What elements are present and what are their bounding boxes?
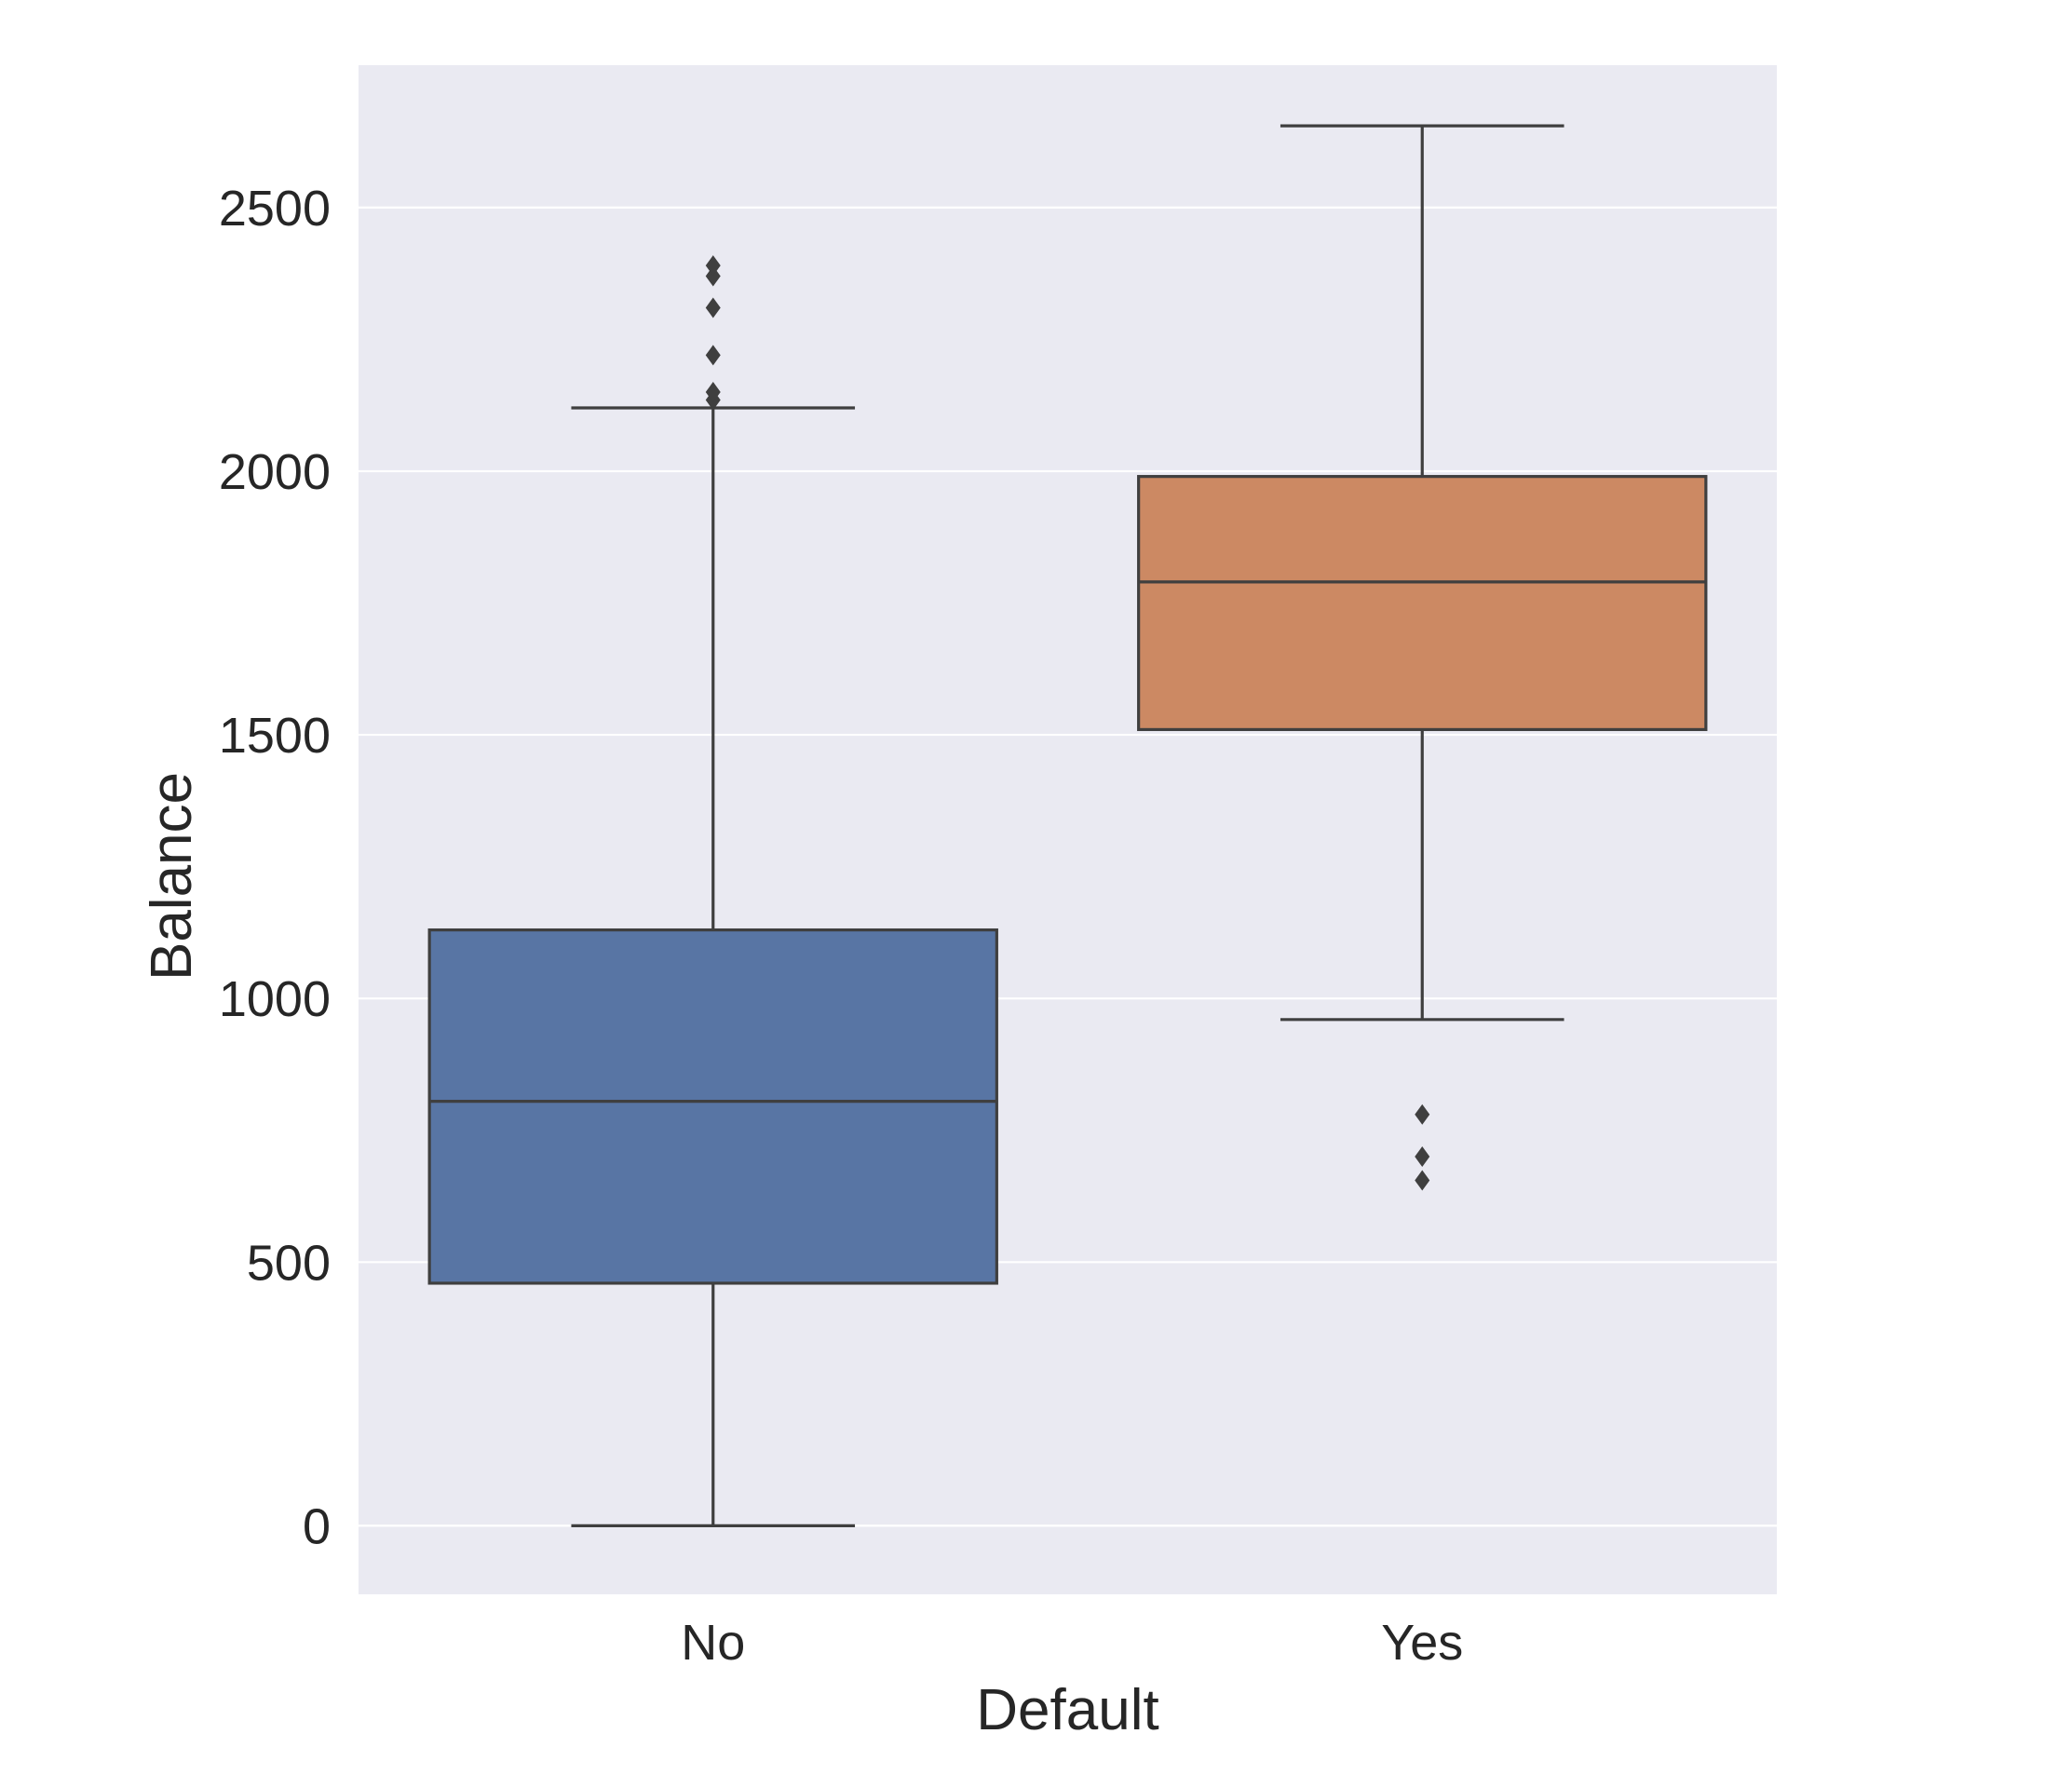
x-axis-label: Default	[976, 1678, 1158, 1742]
x-tick-label: Yes	[1381, 1615, 1463, 1671]
x-tick-label: No	[681, 1615, 745, 1671]
box-layer	[427, 124, 1708, 1527]
outlier-point	[705, 265, 721, 287]
y-tick-label: 1500	[219, 708, 331, 764]
outlier-point	[705, 297, 721, 318]
y-axis-label: Balance	[140, 772, 204, 981]
plot-background	[359, 65, 1777, 1594]
y-tick-label: 0	[303, 1498, 331, 1554]
box-iqr	[1137, 475, 1708, 732]
y-tick-label: 500	[247, 1235, 331, 1291]
outlier-point	[1415, 1104, 1430, 1125]
tick-labels: 0 500 1000 1500 2000 2500 No Yes	[219, 181, 1463, 1671]
outlier-point	[705, 382, 721, 403]
y-tick-label: 2500	[219, 181, 331, 237]
outlier-point	[1415, 1170, 1430, 1191]
y-tick-label: 2000	[219, 444, 331, 500]
outlier-point	[705, 255, 721, 277]
box-group	[427, 255, 998, 1527]
box-iqr	[427, 928, 998, 1285]
outlier-point	[705, 345, 721, 366]
outlier-point	[1415, 1146, 1430, 1168]
box-group	[1137, 124, 1708, 1191]
y-tick-label: 1000	[219, 971, 331, 1027]
